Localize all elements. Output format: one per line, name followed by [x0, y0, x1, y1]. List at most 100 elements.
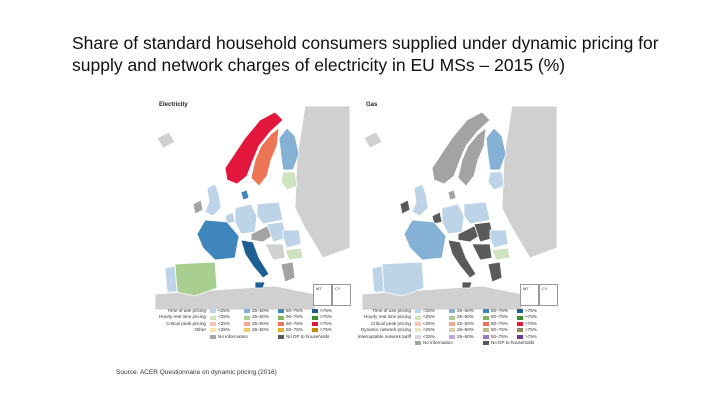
legend-item-label: 25–50%	[457, 308, 474, 313]
legend-item: <25%	[415, 314, 449, 320]
region-iceland-norway-edge	[156, 131, 176, 149]
legend-row: Time of use pricing <25% 25–50% 50–75% >75%	[150, 308, 346, 314]
legend-row: Dynamic network pricing <25% 25–50% 50–75% >…	[355, 327, 551, 333]
legend-item-label: 25–50%	[252, 314, 269, 320]
legend-row-label: Interruptable network tariff	[357, 333, 411, 339]
legend-item-label: No DP to households	[286, 333, 330, 339]
legend-row-label: Hourly real time pricing	[364, 314, 411, 320]
legend-item-label: 50–75%	[286, 320, 303, 326]
legend-item-label: <25%	[423, 320, 435, 326]
country-sweden	[457, 127, 487, 187]
legend-item-label: No DP to households	[491, 339, 535, 345]
legend-item: 50–75%	[483, 308, 517, 314]
gas-map	[362, 105, 557, 310]
legend-item: >75%	[312, 308, 346, 314]
country-balkans	[471, 243, 493, 261]
legend-item-label: No information	[423, 339, 453, 345]
legend-item-label: >75%	[525, 320, 537, 326]
legend-item: <25%	[210, 321, 244, 327]
legend-item: 50–75%	[483, 314, 517, 320]
legend-item: >75%	[517, 314, 551, 320]
legend-item: 25–50%	[244, 327, 278, 333]
legend-item-label: >75%	[525, 327, 537, 333]
legend-item: 25–50%	[449, 314, 483, 320]
legend-item: 50–75%	[278, 327, 312, 333]
country-italy	[240, 239, 270, 279]
legend-item-label: >75%	[525, 314, 537, 320]
legend-item: >75%	[517, 308, 551, 314]
legend-row-extra: No information No DP to households	[355, 340, 551, 346]
legend-row-label: Hourly real time pricing	[159, 314, 206, 320]
legend-item: <25%	[415, 308, 449, 314]
region-iceland-norway-edge	[363, 131, 383, 149]
legend-swatch	[483, 309, 489, 314]
legend-item-label: <25%	[423, 333, 435, 339]
legend-item-label: No information	[218, 333, 248, 339]
legend-item-label: 25–50%	[252, 327, 269, 333]
legend-row-label: Critical peak pricing	[370, 320, 411, 326]
legend-item: <25%	[210, 314, 244, 320]
country-sweden	[250, 127, 280, 187]
legend-item: <25%	[415, 321, 449, 327]
country-romania	[489, 229, 509, 249]
legend-item: >75%	[312, 321, 346, 327]
legend-item-label: >75%	[525, 333, 537, 339]
legend-item-label: 50–75%	[286, 308, 303, 313]
legend-item-label: <25%	[423, 327, 435, 333]
legend-item-label: 25–50%	[457, 320, 474, 326]
legend-item-label: 50–75%	[491, 314, 508, 320]
legend-row-label: Time of use pricing	[372, 308, 411, 313]
legend-item-label: >75%	[320, 308, 332, 313]
legend-item: 50–75%	[278, 321, 312, 327]
legend-item: <25%	[415, 327, 449, 333]
legend-swatch	[210, 315, 216, 320]
legend-item-label: 50–75%	[286, 327, 303, 333]
legend-item-label: 50–75%	[491, 308, 508, 313]
country-italy	[447, 239, 477, 279]
country-portugal	[164, 265, 178, 293]
legend-item: 25–50%	[449, 321, 483, 327]
legend-row: Critical peak pricing <25% 25–50% 50–75% >75…	[355, 321, 551, 327]
legend-swatch	[517, 334, 523, 339]
slide-title: Share of standard household consumers su…	[72, 33, 659, 75]
legend-item-label: 25–50%	[252, 308, 269, 313]
legend-swatch	[278, 309, 284, 314]
legend-item-label: >75%	[320, 314, 332, 320]
legend-item-label: 25–50%	[457, 327, 474, 333]
country-bulgaria	[284, 247, 304, 261]
legend-item-label: 50–75%	[491, 320, 508, 326]
legend-row: Critical peak pricing <25% 25–50% 50–75% >75…	[150, 321, 346, 327]
legend-row-label: Critical peak pricing	[165, 320, 206, 326]
legend-row: Time of use pricing <25% 25–50% 50–75% >75%	[355, 308, 551, 314]
country-norway	[224, 111, 284, 185]
country-france	[196, 219, 240, 261]
inset-label: CY	[542, 286, 548, 291]
legend-item: No DP to households	[278, 334, 346, 340]
country-bulgaria	[491, 247, 511, 261]
legend-swatch	[483, 334, 489, 339]
legend-swatch	[449, 321, 455, 326]
country-poland	[256, 201, 284, 225]
country-estonia-latvia-lithuania	[280, 171, 298, 191]
legend-item: No DP to households	[483, 340, 551, 346]
legend-row-label: Time of use pricing	[167, 308, 206, 313]
country-denmark	[240, 189, 250, 201]
legend-item: <25%	[210, 308, 244, 314]
country-finland	[485, 127, 507, 171]
legend-swatch	[517, 315, 523, 320]
legend-item: >75%	[312, 314, 346, 320]
country-germany	[441, 203, 465, 235]
country-sicily	[254, 281, 266, 289]
legend-swatch	[483, 328, 489, 333]
country-estonia-latvia-lithuania	[487, 171, 505, 191]
country-ireland	[399, 199, 411, 215]
legend-swatch	[415, 334, 421, 339]
legend-item: >75%	[517, 334, 551, 340]
legend-item-label: <25%	[218, 308, 230, 313]
legend-item-label: >75%	[525, 308, 537, 313]
legend-swatch	[483, 321, 489, 326]
legend-item-label: 25–50%	[457, 314, 474, 320]
legend-swatch	[449, 315, 455, 320]
legend-item: >75%	[517, 327, 551, 333]
legend-swatch	[210, 328, 216, 333]
